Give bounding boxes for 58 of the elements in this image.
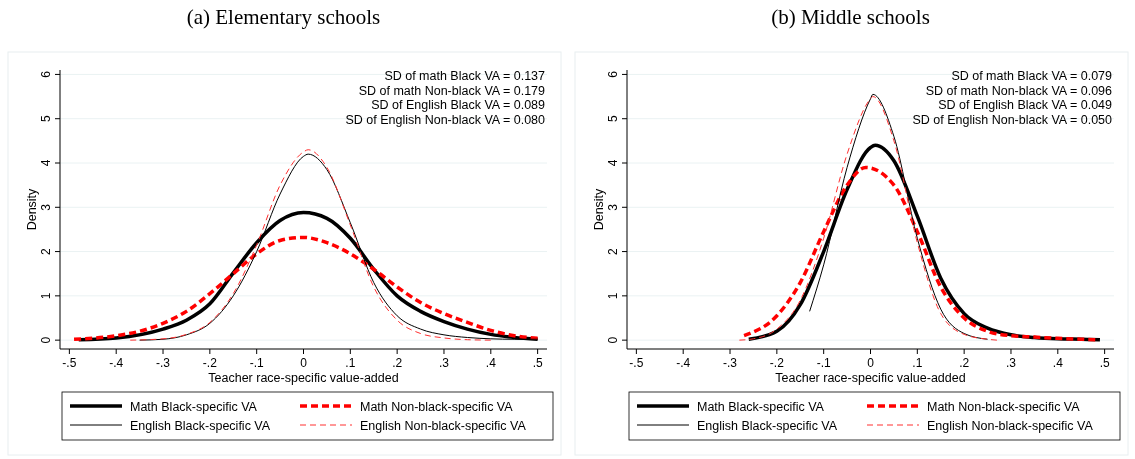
y-axis-title: Density <box>25 187 39 231</box>
y-tick-label: 3 <box>606 203 620 211</box>
x-tick-label: -.5 <box>629 356 644 370</box>
x-tick-label: .1 <box>345 356 356 370</box>
x-tick-label: .4 <box>485 356 497 370</box>
x-axis-title: Teacher race-specific value-added <box>208 371 399 385</box>
x-tick-label: .3 <box>1005 356 1017 370</box>
y-tick-label: 2 <box>39 247 53 255</box>
annotation: SD of English Non-black VA = 0.050 <box>912 112 1113 127</box>
x-tick-label: -.5 <box>62 356 77 370</box>
x-tick-label: -.3 <box>723 356 738 370</box>
x-tick-label: .1 <box>912 356 923 370</box>
legend-label: Math Black-specific VA <box>697 399 825 414</box>
x-tick-label: .5 <box>532 356 543 370</box>
x-tick-label: 0 <box>300 356 308 370</box>
chart-title: (b) Middle schools <box>771 5 930 29</box>
annotation: SD of English Black VA = 0.049 <box>938 98 1113 112</box>
legend-label: English Black-specific VA <box>697 418 838 433</box>
y-tick-label: 5 <box>39 115 53 123</box>
x-tick-label: .5 <box>1099 356 1110 370</box>
legend-label: Math Black-specific VA <box>130 399 258 414</box>
y-tick-label: 4 <box>606 159 620 167</box>
legend-label: English Black-specific VA <box>130 418 271 433</box>
y-tick-label: 0 <box>39 336 53 344</box>
x-tick-label: .4 <box>1052 356 1064 370</box>
x-tick-label: 0 <box>867 356 875 370</box>
y-tick-label: 2 <box>606 247 620 255</box>
annotation: SD of math Non-black VA = 0.179 <box>358 83 546 98</box>
y-tick-label: 1 <box>606 292 620 300</box>
y-tick-label: 3 <box>39 203 53 211</box>
annotation: SD of math Black VA = 0.137 <box>384 69 546 83</box>
y-tick-label: 0 <box>606 336 620 344</box>
legend-label: English Non-black-specific VA <box>360 418 527 433</box>
y-tick-label: 6 <box>606 70 620 78</box>
y-tick-label: 1 <box>39 292 53 300</box>
x-tick-label: -.2 <box>202 356 218 370</box>
legend-label: English Non-black-specific VA <box>927 418 1094 433</box>
legend-label: Math Non-black-specific VA <box>360 399 514 414</box>
x-tick-label: .2 <box>959 356 970 370</box>
x-tick-label: -.3 <box>156 356 171 370</box>
x-tick-label: .2 <box>392 356 403 370</box>
annotation: SD of math Non-black VA = 0.096 <box>925 83 1113 98</box>
x-tick-label: -.1 <box>816 356 831 370</box>
x-tick-label: -.1 <box>249 356 264 370</box>
chart-title: (a) Elementary schools <box>186 5 381 29</box>
y-tick-label: 5 <box>606 115 620 123</box>
x-tick-label: -.4 <box>109 356 124 370</box>
legend-label: Math Non-black-specific VA <box>927 399 1081 414</box>
annotation: SD of English Non-black VA = 0.080 <box>345 112 546 127</box>
x-tick-label: -.4 <box>676 356 691 370</box>
x-tick-label: .3 <box>438 356 450 370</box>
annotation: SD of English Black VA = 0.089 <box>371 98 546 112</box>
y-tick-label: 4 <box>39 159 53 167</box>
y-tick-label: 6 <box>39 70 53 78</box>
x-axis-title: Teacher race-specific value-added <box>775 371 966 385</box>
x-tick-label: -.2 <box>769 356 785 370</box>
y-axis-title: Density <box>592 187 606 231</box>
annotation: SD of math Black VA = 0.079 <box>951 69 1113 83</box>
